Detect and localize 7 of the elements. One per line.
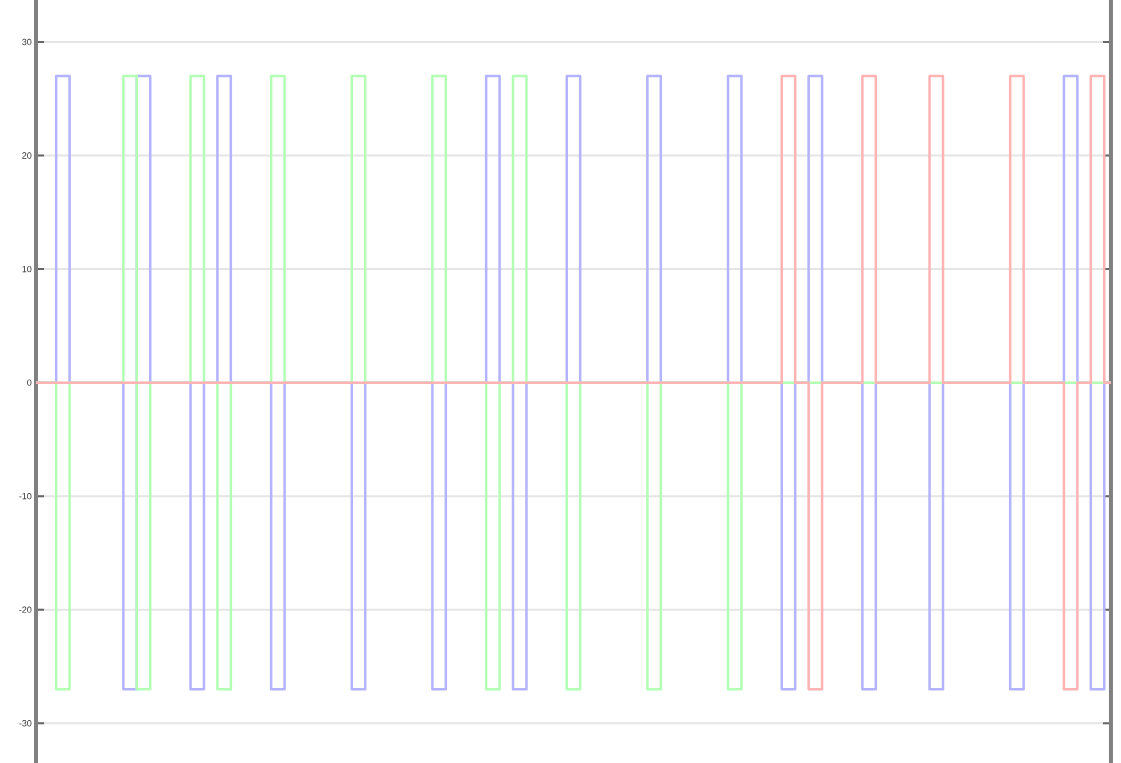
y-tick-label: 0 <box>27 379 32 386</box>
y-tick-label: -10 <box>19 492 32 500</box>
y-tick-label: 30 <box>22 38 32 46</box>
y-tick-label: -20 <box>19 606 32 613</box>
y-tick-label: 10 <box>22 265 32 273</box>
y-tick-label: 20 <box>22 152 32 159</box>
y-tick-label: -30 <box>19 720 32 727</box>
